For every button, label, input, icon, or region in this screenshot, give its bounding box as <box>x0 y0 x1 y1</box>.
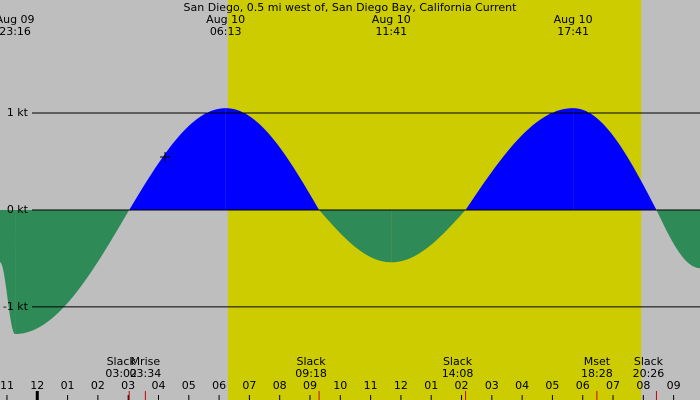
x-tick-label: 11 <box>0 379 14 392</box>
ebb-area <box>15 209 130 335</box>
x-tick-label: 05 <box>182 379 196 392</box>
extreme-time: 06:13 <box>210 25 242 38</box>
moon-event-name: Mrise <box>131 355 161 368</box>
moon-event-time: 03:34 <box>130 367 162 380</box>
event-time: 09:18 <box>295 367 327 380</box>
x-tick-label: 07 <box>242 379 256 392</box>
extreme-date: Aug 09 <box>0 13 35 26</box>
event-name: Slack <box>296 355 326 368</box>
moon-event-time: 18:28 <box>581 367 613 380</box>
x-tick-label: 01 <box>424 379 438 392</box>
event-time: 20:26 <box>633 367 665 380</box>
moon-event-name: Mset <box>584 355 611 368</box>
x-tick-label: 12 <box>30 379 44 392</box>
event-name: Slack <box>634 355 664 368</box>
x-tick-label: 03 <box>485 379 499 392</box>
x-tick-label: 10 <box>333 379 347 392</box>
x-tick-label: 09 <box>667 379 681 392</box>
x-tick-label: 06 <box>212 379 226 392</box>
extreme-date: Aug 10 <box>206 13 245 26</box>
ebb-area <box>656 209 700 269</box>
event-time: 03:02 <box>105 367 137 380</box>
x-tick-label: 04 <box>151 379 165 392</box>
x-tick-label: 11 <box>364 379 378 392</box>
flood-area <box>573 108 657 210</box>
event-name: Slack <box>443 355 473 368</box>
x-tick-label: 06 <box>576 379 590 392</box>
extreme-date: Aug 10 <box>372 13 411 26</box>
extreme-time: 17:41 <box>557 25 589 38</box>
y-tick-label: 0 kt <box>7 203 29 216</box>
x-tick-label: 04 <box>515 379 529 392</box>
x-tick-label: 02 <box>455 379 469 392</box>
y-tick-label: 1 kt <box>7 106 29 119</box>
flood-area <box>225 108 320 210</box>
extreme-time: 11:41 <box>375 25 407 38</box>
x-tick-label: 05 <box>545 379 559 392</box>
event-name: Slack <box>107 355 137 368</box>
x-tick-label: 02 <box>91 379 105 392</box>
x-tick-label: 08 <box>636 379 650 392</box>
extreme-time: 23:16 <box>0 25 31 38</box>
flood-area <box>129 108 226 210</box>
ebb-area <box>319 209 392 263</box>
x-tick-label: 07 <box>606 379 620 392</box>
cursor-mark <box>160 152 170 162</box>
x-tick-label: 12 <box>394 379 408 392</box>
x-tick-label: 08 <box>273 379 287 392</box>
x-tick-label: 01 <box>61 379 75 392</box>
flood-area <box>465 108 574 210</box>
x-tick-label: 09 <box>303 379 317 392</box>
ebb-area <box>391 209 466 263</box>
y-tick-label: -1 kt <box>3 300 29 313</box>
x-tick-label: 03 <box>121 379 135 392</box>
chart-title: San Diego, 0.5 mi west of, San Diego Bay… <box>184 1 518 14</box>
extreme-date: Aug 10 <box>554 13 593 26</box>
event-time: 14:08 <box>442 367 474 380</box>
ebb-area <box>0 209 16 335</box>
